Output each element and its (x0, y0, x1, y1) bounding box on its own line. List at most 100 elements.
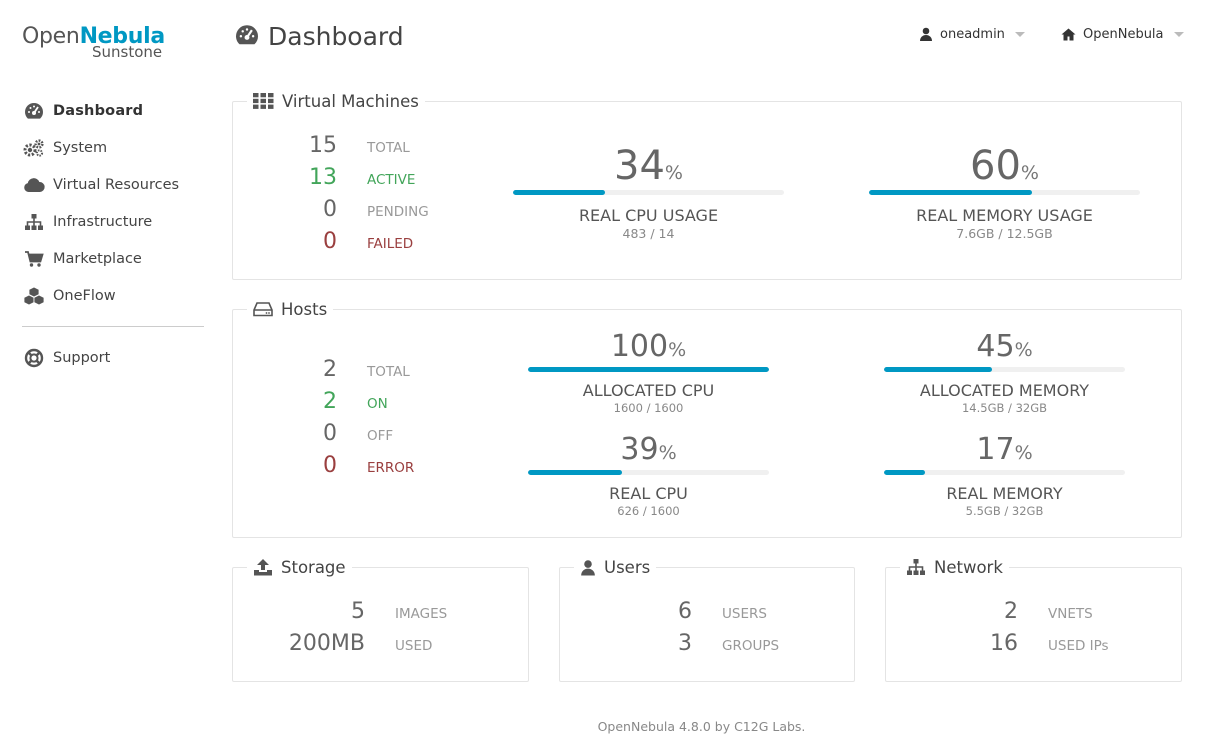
stat-value: 0 (323, 453, 337, 478)
stat-label: VNETS (1048, 606, 1093, 622)
host-real-cpu-gauge: 39% REAL CPU 626 / 1600 (528, 435, 769, 518)
panel-title-text: Users (604, 557, 651, 577)
cart-icon (23, 249, 45, 269)
stat-label: ON (367, 396, 388, 412)
sidebar-item-system[interactable]: System (22, 129, 204, 166)
host-total-stat[interactable]: 2 TOTAL (283, 357, 410, 382)
sitemap-icon (906, 558, 926, 576)
progress-fill (513, 190, 606, 195)
stat-label: FAILED (367, 236, 414, 252)
stat-label: GROUPS (722, 638, 780, 654)
sidebar-item-virtual-resources[interactable]: Virtual Resources (22, 166, 204, 203)
panel-title-text: Storage (281, 557, 346, 577)
cloud-icon (23, 175, 45, 195)
gauge-caption: REAL MEMORY (946, 484, 1063, 503)
stat-value: 0 (323, 229, 337, 254)
vm-active-stat[interactable]: 13 ACTIVE (283, 165, 415, 190)
sidebar-item-infrastructure[interactable]: Infrastructure (22, 203, 204, 240)
stat-label: TOTAL (367, 140, 410, 156)
sidebar-item-marketplace[interactable]: Marketplace (22, 240, 204, 277)
gauge-detail: 483 / 14 (622, 226, 675, 241)
gauge-value: 100% (610, 329, 687, 364)
dashboard-icon (234, 24, 260, 50)
stat-value: 2 (323, 357, 337, 382)
stat-label: ERROR (367, 460, 415, 476)
host-off-stat[interactable]: 0 OFF (283, 421, 393, 446)
footer-credit: OpenNebula 4.8.0 by C12G Labs. (597, 719, 806, 734)
progress-fill (869, 190, 1032, 195)
virtual-machines-panel: Virtual Machines 15 TOTAL 13 ACTIVE 0 PE… (232, 89, 1182, 280)
storage-images-stat[interactable]: 5 IMAGES (273, 599, 447, 624)
cogs-icon (23, 138, 45, 158)
stat-label: USED (395, 638, 433, 654)
app-logo[interactable]: OpenNebula Sunstone (22, 24, 172, 64)
vm-failed-stat[interactable]: 0 FAILED (283, 229, 413, 254)
panel-title: Network (900, 555, 1009, 579)
stat-value: 13 (309, 165, 337, 190)
sidebar-item-support[interactable]: Support (22, 339, 204, 376)
groups-count-stat[interactable]: 3 GROUPS (600, 631, 779, 656)
used-ips-stat[interactable]: 16 USED IPs (926, 631, 1109, 656)
vm-pending-stat[interactable]: 0 PENDING (283, 197, 429, 222)
panel-title-text: Network (934, 557, 1003, 577)
panel-title-text: Hosts (281, 299, 328, 319)
logo-wordmark: OpenNebula (22, 24, 165, 49)
chevron-down-icon (1014, 31, 1025, 37)
upload-icon (253, 558, 273, 576)
gauge-caption: ALLOCATED CPU (582, 381, 715, 400)
stat-label: IMAGES (395, 606, 448, 622)
vnets-stat[interactable]: 2 VNETS (926, 599, 1093, 624)
gauge-detail: 14.5GB / 32GB (961, 401, 1048, 415)
user-icon (919, 27, 933, 41)
progress-fill (884, 470, 925, 475)
gauge-caption: ALLOCATED MEMORY (919, 381, 1090, 400)
stat-value: 16 (990, 631, 1018, 656)
sidebar-item-label: Marketplace (53, 250, 142, 267)
host-real-memory-gauge: 17% REAL MEMORY 5.5GB / 32GB (884, 435, 1125, 518)
stat-value: 6 (678, 599, 692, 624)
sidebar-divider (22, 326, 204, 327)
zone-menu[interactable]: OpenNebula (1061, 24, 1184, 44)
sidebar-item-dashboard[interactable]: Dashboard (22, 92, 204, 129)
stat-label: ACTIVE (367, 172, 416, 188)
cubes-icon (23, 286, 45, 306)
stat-value: 3 (678, 631, 692, 656)
gauge-caption: REAL CPU (609, 484, 688, 503)
page-title: Dashboard (234, 22, 404, 51)
user-icon (580, 559, 596, 576)
sidebar-item-label: OneFlow (53, 287, 116, 304)
host-on-stat[interactable]: 2 ON (283, 389, 388, 414)
sidebar-item-oneflow[interactable]: OneFlow (22, 277, 204, 314)
vm-real-cpu-gauge: 34% REAL CPU USAGE 483 / 14 (513, 146, 784, 241)
stat-value: 0 (323, 197, 337, 222)
panel-title: Virtual Machines (247, 89, 425, 113)
storage-used-stat[interactable]: 200MB USED (273, 631, 432, 656)
progress-bar (528, 367, 769, 372)
progress-bar (513, 190, 784, 195)
host-error-stat[interactable]: 0 ERROR (283, 453, 414, 478)
sidebar-item-label: Virtual Resources (53, 176, 180, 193)
stat-value: 5 (351, 599, 365, 624)
user-menu[interactable]: oneadmin (919, 24, 1025, 44)
sidebar-item-label: System (53, 139, 108, 156)
gauge-value: 34% (614, 143, 683, 189)
vm-real-memory-gauge: 60% REAL MEMORY USAGE 7.6GB / 12.5GB (869, 146, 1140, 241)
sidebar-item-label: Support (53, 349, 111, 366)
gauge-value: 17% (976, 432, 1033, 467)
progress-bar (884, 470, 1125, 475)
dashboard-icon (23, 101, 45, 121)
sidebar-nav: Dashboard System Virtual Resources Infra… (22, 92, 204, 376)
stat-value: 2 (323, 389, 337, 414)
host-allocated-memory-gauge: 45% ALLOCATED MEMORY 14.5GB / 32GB (884, 332, 1125, 415)
users-count-stat[interactable]: 6 USERS (600, 599, 767, 624)
sidebar-item-label: Dashboard (53, 102, 144, 119)
logo-product-name: Sunstone (92, 43, 163, 61)
vm-total-stat[interactable]: 15 TOTAL (283, 133, 410, 158)
storage-panel: Storage 5 IMAGES 200MB USED (232, 555, 529, 682)
stat-value: 2 (1004, 599, 1018, 624)
progress-bar (869, 190, 1140, 195)
stat-value: 200MB (288, 631, 365, 656)
gauge-detail: 1600 / 1600 (613, 401, 684, 415)
page-title-text: Dashboard (268, 22, 404, 51)
stat-value: 0 (323, 421, 337, 446)
